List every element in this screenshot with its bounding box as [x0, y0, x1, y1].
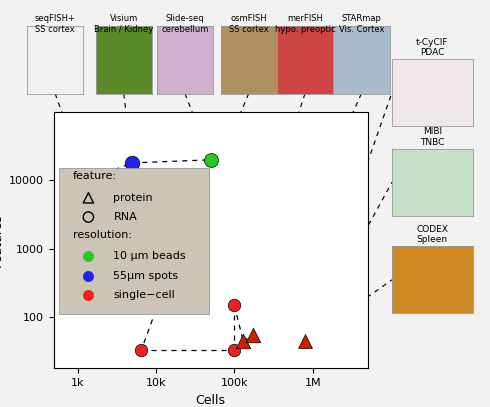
Text: resolution:: resolution:: [73, 230, 132, 240]
Point: [230, 302, 238, 309]
Text: MIBI
TNBC: MIBI TNBC: [420, 127, 444, 147]
Y-axis label: Features: Features: [0, 213, 3, 267]
Text: seqFISH+
SS cortex: seqFISH+ SS cortex: [35, 14, 75, 34]
X-axis label: Cells: Cells: [196, 394, 226, 407]
Point: [230, 347, 238, 354]
Point: [128, 160, 136, 166]
Point: [239, 338, 247, 344]
Text: CODEX
Spleen: CODEX Spleen: [416, 225, 448, 244]
Text: single−cell: single−cell: [114, 290, 175, 300]
Text: merFISH
hypo. preoptic: merFISH hypo. preoptic: [275, 14, 335, 34]
Point: [301, 338, 309, 344]
Text: protein: protein: [114, 193, 153, 203]
Point: [207, 157, 215, 163]
Text: osmFISH
SS cortex: osmFISH SS cortex: [229, 14, 269, 34]
Text: Slide-seq
cerebellum: Slide-seq cerebellum: [161, 14, 209, 34]
Point: [137, 347, 145, 354]
Text: RNA: RNA: [114, 212, 137, 222]
Text: Visium
Brain / Kidney: Visium Brain / Kidney: [94, 14, 153, 34]
Text: feature:: feature:: [73, 171, 117, 181]
Text: 55μm spots: 55μm spots: [114, 271, 179, 281]
Text: STARmap
Vis. Cortex: STARmap Vis. Cortex: [339, 14, 384, 34]
Point: [82, 177, 90, 184]
Point: [249, 332, 257, 338]
FancyBboxPatch shape: [59, 168, 209, 315]
Text: t-CyCIF
PDAC: t-CyCIF PDAC: [416, 37, 449, 57]
Text: 10 μm beads: 10 μm beads: [114, 251, 186, 260]
